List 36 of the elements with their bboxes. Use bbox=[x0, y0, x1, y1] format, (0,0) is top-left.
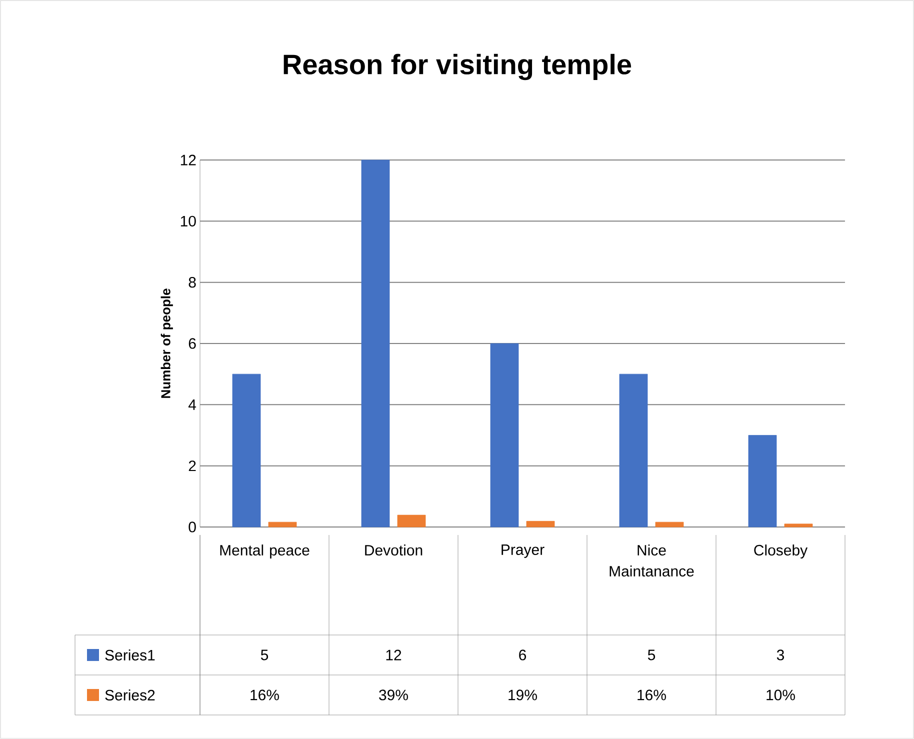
data-label: 3 bbox=[776, 650, 784, 660]
data-label: 12 bbox=[386, 650, 402, 660]
x-tick-label: Nice Maintanance bbox=[610, 544, 694, 577]
bar bbox=[526, 520, 555, 528]
bar bbox=[619, 374, 648, 528]
bar bbox=[655, 522, 684, 528]
y-tick-label: 8 bbox=[188, 277, 196, 288]
legend-label: Series2 bbox=[105, 689, 155, 700]
data-label: 39% bbox=[379, 690, 408, 700]
bar bbox=[232, 374, 261, 528]
x-tick-label: Devotion bbox=[365, 544, 422, 556]
bar bbox=[361, 160, 390, 528]
y-tick-label: 6 bbox=[188, 338, 196, 349]
data-label: 16% bbox=[638, 690, 666, 700]
y-tick-label: 4 bbox=[188, 399, 196, 410]
data-label: 5 bbox=[648, 650, 656, 660]
data-label: 6 bbox=[519, 650, 526, 660]
y-axis-title: Number of people bbox=[160, 288, 173, 398]
y-tick-label: 2 bbox=[188, 460, 196, 472]
y-tick-label: 10 bbox=[180, 216, 196, 226]
data-label: 19% bbox=[508, 690, 537, 700]
bar bbox=[268, 522, 297, 528]
bar bbox=[397, 514, 426, 528]
y-tick-label: 12 bbox=[180, 154, 196, 166]
data-label: 5 bbox=[260, 650, 268, 660]
data-label: 10% bbox=[766, 690, 795, 700]
y-tick-label: 0 bbox=[188, 522, 196, 532]
x-tick-label: Closeby bbox=[754, 544, 808, 558]
bar bbox=[490, 343, 519, 528]
x-tick-label: Mental peace bbox=[220, 544, 310, 558]
legend-label: Series1 bbox=[105, 649, 155, 660]
bar bbox=[748, 435, 777, 528]
data-label: 16% bbox=[250, 690, 279, 700]
x-tick-label: Prayer bbox=[502, 544, 544, 558]
chart-title: Reason for visiting temple bbox=[284, 54, 632, 80]
bar bbox=[784, 524, 813, 528]
